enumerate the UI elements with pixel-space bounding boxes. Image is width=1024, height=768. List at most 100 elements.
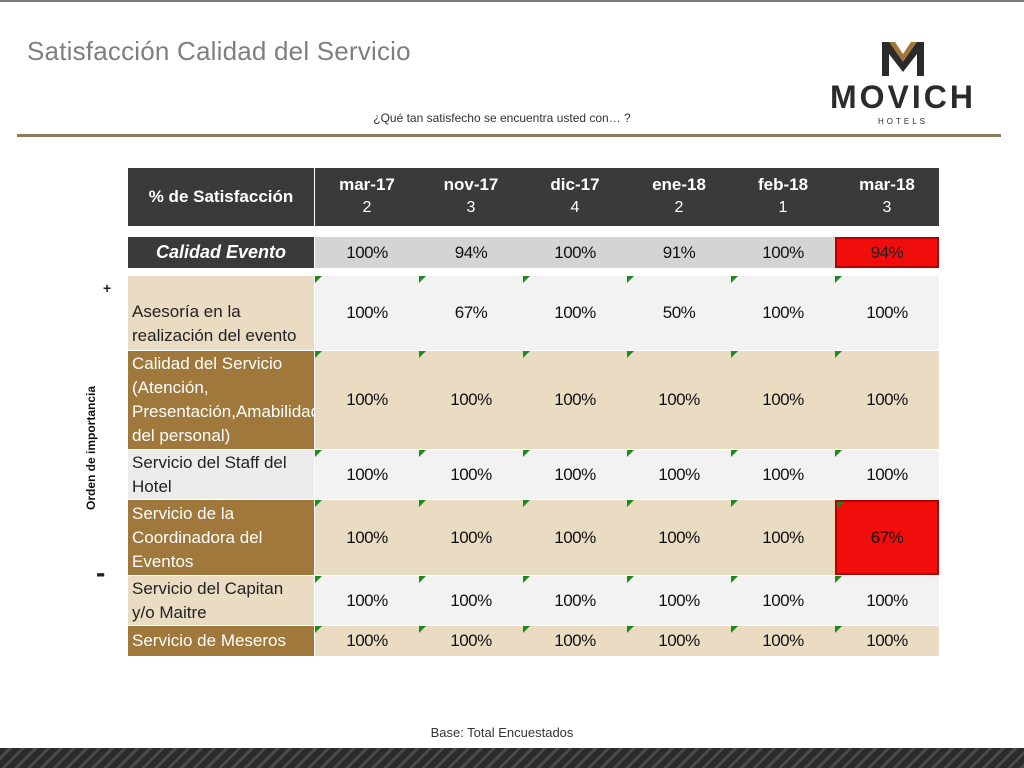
row-label: Servicio del Staff del Hotel [128, 450, 314, 499]
comment-flag-icon [627, 276, 634, 283]
cell-value: 67% [870, 527, 904, 547]
table-cell: 100% [835, 450, 939, 499]
column-header: mar-18 3 [835, 168, 939, 226]
column-header: ene-18 2 [627, 168, 731, 226]
decorative-band [0, 748, 1024, 768]
cell-value: 100% [762, 303, 804, 322]
table-cell: 100% [523, 450, 627, 499]
column-header: dic-17 4 [523, 168, 627, 226]
table-cell: 100% [419, 351, 523, 449]
cell-value: 100% [658, 390, 700, 409]
table-cell: 100% [731, 500, 835, 575]
comment-flag-icon [731, 450, 738, 457]
calidad-evento-value: 100% [315, 237, 419, 268]
comment-flag-icon [523, 576, 530, 583]
row-label: Asesoría en la realización del evento [128, 276, 314, 350]
comment-flag-icon [731, 500, 738, 507]
calidad-evento-value: 91% [627, 237, 731, 268]
comment-flag-icon [731, 626, 738, 633]
logo-wordmark: MOVICH [830, 79, 976, 115]
page-title: Satisfacción Calidad del Servicio [27, 36, 411, 66]
table-cell: 100% [315, 351, 419, 449]
row-label-text: Servicio del Staff del Hotel [132, 452, 287, 496]
table-cell: 100% [835, 626, 939, 656]
cell-value: 100% [762, 590, 804, 610]
logo-subtext: HOTELS [877, 117, 928, 126]
cell-value: 100% [866, 390, 908, 409]
importance-axis-label: Orden de importancia [84, 385, 98, 511]
comment-flag-icon [419, 500, 426, 507]
comment-flag-icon [315, 576, 322, 583]
comment-flag-icon [419, 576, 426, 583]
table-cell: 100% [731, 576, 835, 625]
row-label: Calidad del Servicio (Atención, Presenta… [128, 351, 320, 449]
table-cell: 100% [627, 576, 731, 625]
cell-value: 100% [554, 390, 596, 409]
cell-value: 100% [346, 303, 388, 322]
column-month: mar-17 [339, 175, 395, 194]
comment-flag-icon [315, 500, 322, 507]
comment-flag-icon [523, 450, 530, 457]
table-cell: 100% [419, 500, 523, 575]
comment-flag-icon [731, 276, 738, 283]
table-cell: 50% [627, 276, 731, 350]
table-cell: 100% [315, 626, 419, 656]
comment-flag-icon [315, 450, 322, 457]
comment-flag-icon [419, 450, 426, 457]
cell-value: 100% [658, 527, 700, 547]
cell-value: 100% [866, 303, 908, 322]
table-cell: 100% [523, 626, 627, 656]
comment-flag-icon [315, 626, 322, 633]
cell-value: 100% [658, 464, 700, 484]
cell-value: 100% [450, 464, 492, 484]
table-cell: 100% [523, 351, 627, 449]
calidad-evento-value: 100% [731, 237, 835, 268]
cell-value: 100% [866, 464, 908, 484]
cell-value: 100% [450, 527, 492, 547]
comment-flag-icon [419, 351, 426, 358]
column-count: 3 [466, 199, 476, 216]
row-label: Servicio del Capitan y/o Maitre [128, 576, 314, 625]
table-cell: 100% [419, 576, 523, 625]
cell-value: 100% [762, 631, 804, 650]
footer-note: Base: Total Encuestados [430, 725, 574, 740]
plus-marker: + [103, 280, 112, 296]
cell-value: 100% [554, 527, 596, 547]
table-cell: 100% [523, 576, 627, 625]
column-header: feb-18 1 [731, 168, 835, 226]
table-cell: 100% [627, 626, 731, 656]
comment-flag-icon [627, 450, 634, 457]
table-cell: 100% [731, 450, 835, 499]
cell-value: 100% [450, 590, 492, 610]
comment-flag-icon [419, 276, 426, 283]
row-label: Servicio de la Coordinadora del Eventos [128, 500, 314, 575]
column-header: mar-17 2 [315, 168, 419, 226]
cell-value: 100% [658, 590, 700, 610]
row-label-text: Servicio de Meseros [132, 631, 287, 650]
comment-flag-icon [731, 576, 738, 583]
comment-flag-icon [523, 626, 530, 633]
cell-value: 100% [866, 631, 908, 650]
table-cell: 67% [835, 500, 939, 575]
cell-value: 100% [762, 527, 804, 547]
comment-flag-icon [837, 502, 844, 509]
cell-value: 100% [450, 390, 492, 409]
calidad-evento-value: 100% [523, 237, 627, 268]
cell-value: 100% [762, 464, 804, 484]
table-cell: 100% [523, 500, 627, 575]
table-cell: 100% [315, 576, 419, 625]
column-count: 4 [570, 199, 580, 216]
comment-flag-icon [627, 626, 634, 633]
header-divider [17, 134, 1001, 137]
table-header-label: % de Satisfacción [128, 168, 314, 226]
comment-flag-icon [523, 276, 530, 283]
cell-value: 50% [662, 303, 696, 322]
comment-flag-icon [523, 500, 530, 507]
calidad-evento-value: 94% [419, 237, 523, 268]
table-cell: 100% [419, 450, 523, 499]
table-cell: 100% [627, 450, 731, 499]
top-rule [0, 0, 1024, 2]
row-label-text: Servicio de la Coordinadora del Eventos [132, 503, 263, 571]
cell-value: 100% [554, 303, 596, 322]
column-month: dic-17 [550, 175, 600, 194]
